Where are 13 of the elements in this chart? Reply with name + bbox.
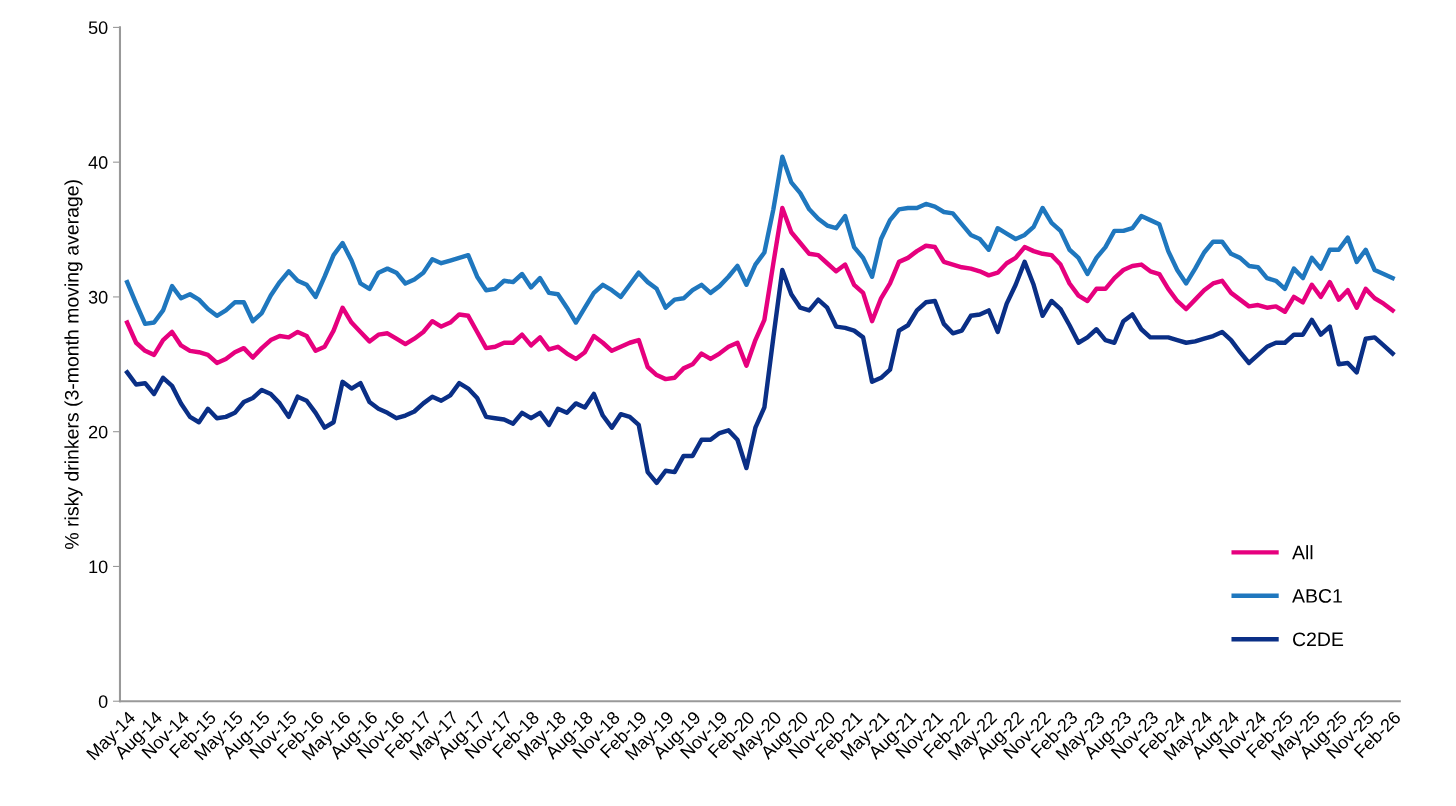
y-tick-label: 50 xyxy=(88,21,108,35)
y-axis-title: % risky drinkers (3-month moving average) xyxy=(64,180,83,549)
y-tick-label: 30 xyxy=(88,290,108,304)
y-tick-label: 0 xyxy=(98,695,108,708)
line-series xyxy=(124,259,1395,486)
y-tick-label: 20 xyxy=(89,425,108,439)
y-tick-label: 40 xyxy=(88,156,108,169)
legend-label: ABC1 xyxy=(1292,589,1342,603)
line-series xyxy=(124,205,1395,382)
y-tick-label: 10 xyxy=(89,560,108,574)
legend-label: All xyxy=(1292,545,1313,560)
legend-label: C2DE xyxy=(1293,632,1344,647)
line-series xyxy=(124,154,1395,327)
